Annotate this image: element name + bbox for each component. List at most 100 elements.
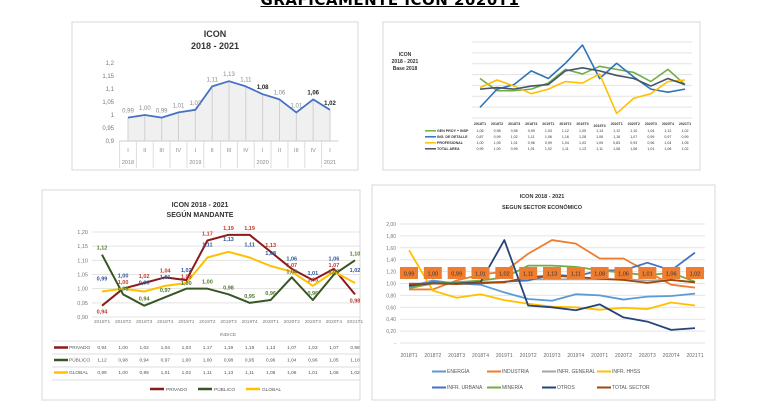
legend-label: GEN PROY + INSP	[437, 129, 469, 133]
series-line-privado	[101, 233, 356, 307]
x-tick-label: III	[159, 148, 164, 154]
data-label: 1,06	[286, 257, 297, 263]
table-cell: 1,08	[613, 147, 620, 151]
data-label: 0,97	[160, 288, 171, 294]
table-cell: 1,01	[308, 370, 318, 376]
data-label: 1,02	[690, 271, 701, 277]
data-label: 1,13	[265, 243, 276, 249]
series-line-profesional	[479, 73, 686, 115]
data-label-box	[638, 266, 657, 279]
legend-label: ING. DE DETALLE	[437, 135, 468, 139]
table-cell: 0,96	[266, 358, 276, 364]
chart-title: ICON 2018 - 2021	[520, 194, 565, 200]
table-cell: 0,99	[647, 135, 654, 139]
data-label: 1,02	[350, 268, 361, 274]
data-label: 1,01	[642, 271, 653, 277]
table-cell: 1,04	[161, 345, 171, 351]
data-label: 1,01	[160, 275, 171, 281]
data-label: 1,17	[202, 232, 213, 238]
x-tick-label: 2020T2	[628, 122, 640, 126]
chart-4: ICON 2018 - 2021 SEGUN SECTOR ECONÓMICO - 0…	[371, 184, 716, 401]
table-cell: 0,94	[139, 358, 149, 364]
year-label: 2020	[257, 160, 269, 166]
table-cell: 1,04	[664, 141, 671, 145]
data-label: 1,12	[97, 246, 108, 252]
x-tick-label: I	[127, 148, 129, 154]
data-label: 1,03	[307, 277, 318, 283]
data-label: 0,99	[404, 271, 415, 277]
table-cell: 1,02	[350, 370, 360, 376]
y-tick-label: 0,90	[77, 315, 88, 321]
data-label: 1,00	[118, 274, 129, 280]
data-label: 0,99	[451, 271, 462, 277]
x-tick-label: 2019T1	[542, 122, 554, 126]
legend-label: INFR. HHSS	[612, 369, 641, 375]
table-cell: 1,14	[596, 129, 603, 133]
data-label: 1,06	[307, 90, 319, 96]
series-line-icon	[127, 80, 331, 119]
legend-label: ENERGÍA	[447, 368, 470, 375]
x-tick-label: 2018T4	[525, 122, 537, 126]
x-tick-label: I	[195, 148, 197, 154]
chart-title: SEGUN SECTOR ECONÓMICO	[502, 203, 583, 211]
data-label: 0,95	[244, 294, 255, 300]
table-cell: 1,03	[579, 141, 586, 145]
x-tick-label: 2020T4	[326, 319, 343, 325]
x-tick-label: 2019T4	[593, 124, 605, 128]
table-cell: 1,02	[139, 345, 149, 351]
chart-1: ICON 2018 - 2021 0,9 0,95 1 1,05 1,1 1,15 1,2 0,9…	[71, 21, 359, 171]
data-label: 0,94	[97, 310, 109, 316]
x-tick-label: 2020T2	[284, 319, 301, 325]
data-label: 1,00	[139, 106, 151, 112]
data-label-box	[686, 266, 704, 279]
data-label: 1,01	[290, 103, 302, 109]
table-cell: 1,02	[511, 135, 518, 139]
legend-label: INDUSTRIA	[502, 369, 530, 375]
x-tick-label: 2018T4	[157, 319, 174, 325]
y-tick-label: 1,15	[102, 74, 114, 80]
data-label: 1,02	[189, 101, 201, 107]
data-label: 1,07	[286, 263, 297, 269]
x-tick-label: I	[262, 148, 264, 154]
table-cell: 0,87	[477, 135, 484, 139]
table-cell: 1,01	[647, 147, 654, 151]
x-tick-label: II	[143, 148, 147, 154]
table-cell: 1,00	[477, 141, 484, 145]
table-cell: 0,98	[511, 129, 518, 133]
y-tick-label: 1	[111, 113, 115, 119]
x-tick-label: IV	[176, 148, 182, 154]
data-label: 0,99	[97, 277, 108, 283]
table-cell: 1,07	[329, 345, 339, 351]
y-tick-label: 1,00	[386, 282, 396, 288]
data-label: 1,11	[244, 243, 254, 249]
x-tick-label: 2018T2	[424, 353, 441, 359]
data-label: 1,08	[265, 251, 276, 257]
x-tick-label: 2019T4	[241, 319, 258, 325]
table-cell: 1,00	[494, 147, 501, 151]
data-label-box	[495, 266, 514, 279]
x-tick-label: 2020T4	[662, 122, 674, 126]
y-tick-label: 1,05	[102, 100, 114, 106]
data-label: 0,94	[139, 297, 151, 303]
table-cell: 1,12	[97, 358, 107, 364]
data-label: 1,11	[523, 271, 533, 277]
table-cell: 0,98	[118, 358, 128, 364]
data-label: 0,99	[139, 281, 150, 287]
table-cell: 1,28	[579, 135, 586, 139]
data-label: 1,00	[181, 281, 192, 287]
table-cell: 1,00	[118, 370, 128, 376]
table-cell: 1,17	[203, 345, 213, 351]
table-cell: 1,10	[630, 129, 637, 133]
table-cell: 0,98	[494, 129, 501, 133]
table-cell: 1,07	[630, 135, 637, 139]
data-label-box	[471, 266, 490, 279]
data-label: 1,11	[202, 243, 212, 249]
data-label: 1,08	[594, 271, 605, 277]
x-tick-label: 2019T3	[544, 353, 561, 359]
table-cell: 0,83	[613, 141, 620, 145]
table-cell: 0,96	[647, 141, 654, 145]
x-tick-label: 2018T1	[401, 353, 418, 359]
data-label-box	[519, 266, 538, 279]
x-tick-label: 2018T4	[472, 353, 489, 359]
